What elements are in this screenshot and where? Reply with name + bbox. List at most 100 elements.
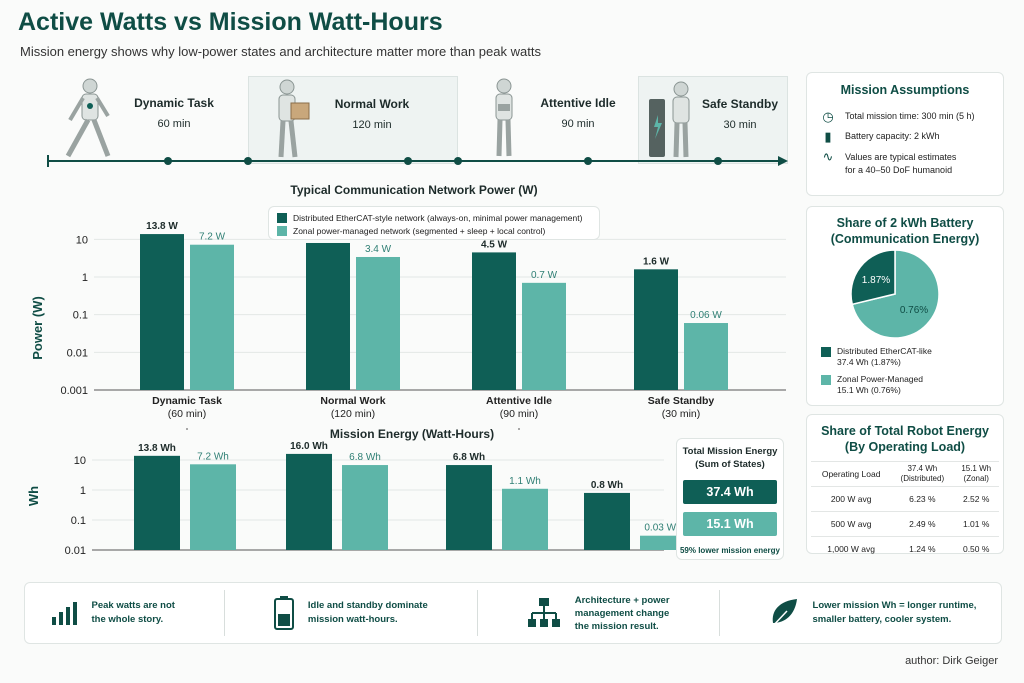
footer-divider xyxy=(718,590,720,636)
bar xyxy=(306,242,350,390)
assumption-item: ▮ Battery capacity: 2 kWh xyxy=(821,129,1003,144)
card-title: Mission Assumptions xyxy=(840,83,970,97)
y-tick-label: 1 xyxy=(80,485,86,497)
table-header: 15.1 Wh (Zonal) xyxy=(953,461,999,487)
power-chart-legend: Distributed EtherCAT-style network (alwa… xyxy=(268,206,600,240)
bar xyxy=(584,492,630,550)
bar xyxy=(190,464,236,550)
x-tick-label: (120 min) xyxy=(331,408,375,420)
bar xyxy=(634,269,678,390)
takeaway-text: smaller battery, cooler system. xyxy=(812,614,952,625)
takeaway-text: management change xyxy=(574,607,670,619)
legend-swatch xyxy=(821,375,831,385)
total-mission-energy-card: Total Mission Energy (Sum of States) 37.… xyxy=(676,438,784,560)
bar xyxy=(522,282,566,390)
phase-duration: 30 min xyxy=(723,119,757,131)
x-tick-label: Dynamic Task xyxy=(152,395,222,407)
total-subtitle: (Sum of States) xyxy=(695,459,765,470)
table-cell: 6.23 % xyxy=(891,486,954,512)
y-tick-label: 0.001 xyxy=(60,385,88,397)
data-label: 0.8 Wh xyxy=(591,480,623,491)
table-row: 500 W avg 2.49 % 1.01 % xyxy=(811,511,999,537)
bar xyxy=(502,488,548,550)
takeaway-text: Idle and standby dominate xyxy=(307,600,428,611)
takeaway-text: mission watt-hours. xyxy=(307,614,398,625)
bar xyxy=(356,256,400,390)
legend-label: Zonal Power-Managed xyxy=(837,374,923,384)
bar xyxy=(134,455,180,550)
data-label: 3.4 W xyxy=(365,244,392,255)
assumption-text: Values are typical estimates xyxy=(845,152,957,162)
energy-chart: Mission Energy (Watt-Hours) Wh 10 1 0.1 0.0… xyxy=(26,427,680,557)
phase-label: Safe Standby xyxy=(701,97,779,111)
footer-divider xyxy=(476,590,478,636)
bar xyxy=(684,323,728,390)
x-tick-label: Attentive Idle xyxy=(486,395,552,407)
phase-attentive-idle: Attentive Idle 90 min xyxy=(458,76,636,162)
takeaway-text: the mission result. xyxy=(574,620,659,632)
legend-label: Distributed EtherCAT-style network (alwa… xyxy=(293,213,583,223)
table-cell: 2.49 % xyxy=(891,511,954,537)
data-label: 0.06 W xyxy=(690,310,722,321)
timeline-axis xyxy=(47,155,788,167)
y-tick-label: 0.1 xyxy=(73,310,88,322)
card-title: Share of Total Robot Energy xyxy=(821,424,989,438)
x-tick-label: (90 min) xyxy=(500,408,539,420)
bar xyxy=(140,234,184,390)
battery-icon: ▮ xyxy=(824,129,832,144)
legend-swatch xyxy=(821,347,831,357)
phase-dynamic-task: Dynamic Task 60 min xyxy=(28,76,246,162)
bar xyxy=(342,465,388,550)
data-label: 13.8 W xyxy=(146,221,178,232)
data-label: 0.03 Wh xyxy=(644,523,680,534)
legend-item-distributed: Distributed EtherCAT-like 37.4 Wh (1.87%) xyxy=(821,346,932,368)
x-tick-label: (30 min) xyxy=(662,408,701,420)
total-note: 59% lower mission energy xyxy=(679,546,781,555)
pie-slice xyxy=(850,249,896,306)
takeaway-idle-standby: Idle and standby dominate mission watt-ho… xyxy=(273,596,428,630)
bar xyxy=(190,244,234,390)
legend-label: Distributed EtherCAT-like xyxy=(837,346,932,356)
legend-value: 37.4 Wh (1.87%) xyxy=(837,357,901,367)
legend-value: 15.1 Wh (0.76%) xyxy=(837,385,901,395)
table-header: 37.4 Wh (Distributed) xyxy=(891,461,954,487)
legend-swatch xyxy=(277,213,287,223)
assumption-text: for a 40–50 DoF humanoid xyxy=(845,165,953,175)
y-tick-label: 0.1 xyxy=(71,515,86,527)
takeaway-peak-watts: Peak watts are not the whole story. xyxy=(50,599,175,627)
y-axis-label: Power (W) xyxy=(30,296,45,360)
phase-label: Normal Work xyxy=(334,97,410,111)
table-cell: 200 W avg xyxy=(811,486,892,512)
legend-item-zonal: Zonal power-managed network (segmented +… xyxy=(277,226,591,236)
data-label: 0.7 W xyxy=(531,270,558,281)
data-label: 6.8 Wh xyxy=(349,452,381,463)
y-tick-label: 10 xyxy=(74,455,86,467)
takeaway-text: Architecture + power xyxy=(574,594,670,606)
data-label: 1.1 Wh xyxy=(509,476,541,487)
bar xyxy=(286,453,332,550)
page-subtitle: Mission energy shows why low-power state… xyxy=(20,44,541,59)
table-cell: 0.50 % xyxy=(953,536,999,561)
chart-title: Typical Communication Network Power (W) xyxy=(290,183,537,197)
data-label: 1.6 W xyxy=(643,256,670,267)
assumption-text: Total mission time: 300 min (5 h) xyxy=(845,111,975,121)
bar xyxy=(446,465,492,550)
chart-title: Mission Energy (Watt-Hours) xyxy=(330,427,494,441)
table-header: Operating Load xyxy=(811,461,892,487)
pie-label: 0.76% xyxy=(900,305,928,316)
data-label: 4.5 W xyxy=(481,239,508,250)
legend-label: Zonal power-managed network (segmented +… xyxy=(293,226,546,236)
takeaway-text: the whole story. xyxy=(91,614,164,625)
waveform-icon: ∿ xyxy=(822,149,834,164)
takeaway-architecture: Architecture + power management change the… xyxy=(527,594,670,633)
y-tick-label: 0.01 xyxy=(65,545,86,557)
phase-duration: 60 min xyxy=(157,118,191,130)
y-axis-label: Wh xyxy=(26,486,41,506)
table-cell: 1.24 % xyxy=(891,536,954,561)
total-distributed: 37.4 Wh xyxy=(683,480,777,504)
footer-takeaways: Peak watts are not the whole story. Idle … xyxy=(24,582,1002,644)
walking-robot-icon xyxy=(65,78,111,158)
phase-duration: 120 min xyxy=(352,119,392,131)
bar xyxy=(640,535,680,550)
y-tick-label: 1 xyxy=(82,272,88,284)
